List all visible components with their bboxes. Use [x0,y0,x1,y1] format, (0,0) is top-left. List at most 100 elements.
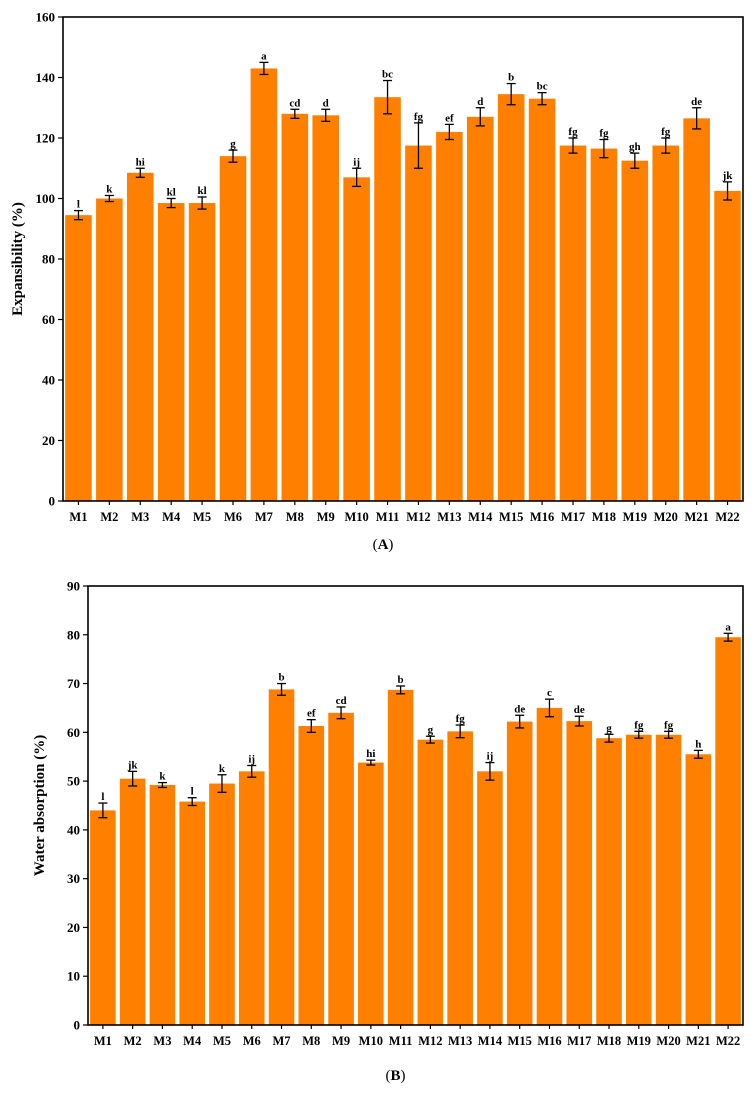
panel-b-error-bar-m8 [306,719,316,733]
panel-a-bar-m22 [714,190,741,501]
panel-b-bar-m18 [596,738,622,1025]
panel-a-x-tick-label-m22: M22 [715,510,739,524]
panel-a-error-bar-m21 [692,107,702,130]
panel-b-y-tick-label-70: 70 [67,676,80,691]
panel-a-error-bar-m7 [259,61,269,76]
panel-a-error-bar-m22 [723,181,733,201]
panel-a-bar-m13 [436,131,463,501]
panel-b-bar-m9 [328,712,354,1025]
panel-b-error-bar-m3 [157,781,167,789]
panel-a-error-bar-m4 [166,197,176,209]
panel-a-x-ticks: M1 M2 M3 M4 M5 M6 M7 M8 M9 M10 M11 M12 M13 M14 M15 M16 M… [69,501,740,524]
panel-b-significance-m3: k [159,771,166,783]
panel-b-error-bar-m6 [247,764,257,778]
panel-b-significance-m5: k [219,763,226,775]
panel-b-x-tick-label-m21: M21 [686,1034,710,1048]
panel-a-x-tick-label-m21: M21 [684,510,708,524]
panel-b-significance-m13: fg [456,713,466,725]
panel-b-y-tick-label-20: 20 [67,920,80,935]
panel-a-significance-m17: fg [568,126,578,138]
panel-b-y-tick-label-90: 90 [67,579,80,594]
panel-a-x-tick-label-m1: M1 [69,510,87,524]
panel-a-error-bar-m12 [413,122,423,169]
panel-a-y-tick-label-60: 60 [42,312,55,327]
panel-b-error-bar-m15 [515,714,525,729]
panel-a-error-bar-m8 [290,108,300,119]
panel-b-error-bar-m11 [396,685,406,695]
panel-b-y-tick-label-60: 60 [67,725,80,740]
panel-a-error-bar-m11 [383,79,393,115]
panel-b-x-tick-label-m10: M10 [359,1034,383,1048]
panel-b-error-bar-m14 [485,761,495,781]
panel-b-significance-m7: b [278,672,284,684]
panel-a-error-bars [73,61,733,221]
panel-b-x-tick-label-m19: M19 [627,1034,651,1048]
panel-a-bar-m10 [343,177,370,501]
panel-a-x-tick-label-m3: M3 [131,510,149,524]
panel-b-error-bar-m7 [277,682,287,696]
panel-b-bar-m19 [625,734,652,1025]
panel-a-significance-m1: l [77,199,80,211]
panel-a-significance-m18: fg [599,128,609,140]
panel-b-x-tick-label-m9: M9 [332,1034,350,1048]
panel-a-significance-m15: b [508,72,514,84]
panel-b-bar-m22 [715,637,741,1025]
panel-a-x-tick-label-m13: M13 [437,510,461,524]
panel-b-bar-m21 [685,754,712,1025]
panel-a-significance-m5: kl [197,185,206,197]
panel-a-error-bar-m9 [321,108,331,123]
panel-a-bar-m5 [188,203,216,501]
panel-b-x-tick-label-m7: M7 [272,1034,290,1048]
panel-a-label: A [378,537,389,553]
panel-a-significance-m11: bc [382,69,393,81]
panel-a-error-bar-m5 [197,196,207,210]
panel-b-error-bar-m2 [128,770,138,787]
panel-a-bar-m15 [497,94,525,501]
panel-b-x-tick-label-m11: M11 [389,1034,413,1048]
panel-b-significance-m21: h [695,738,701,750]
panel-b-significance-m20: fg [664,719,674,731]
panel-b-error-bar-m1 [98,802,108,819]
panel-a-y-ticks: 0 20 40 60 80 100 120 140 160 [36,10,63,509]
panel-b-bars [90,637,741,1025]
panel-b-x-tick-label-m3: M3 [153,1034,171,1048]
panel-b-significance-m1: l [101,791,104,803]
panel-b-significance-m15: de [514,703,525,715]
panel-b-x-tick-label-m18: M18 [597,1034,621,1048]
panel-a-x-tick-label-m14: M14 [468,510,493,524]
panel-b-x-tick-label-m6: M6 [243,1034,261,1048]
panel-a-error-bar-m17 [568,137,578,154]
panel-a-bar-m4 [157,203,185,501]
panel-a-x-tick-label-m5: M5 [193,510,211,524]
panel-a-y-tick-label-80: 80 [42,252,55,267]
panel-b-error-bar-m18 [604,733,614,743]
panel-b-chart: l jk k l k ij b ef cd hi b g fg ij de c de g fg fg h a 0 10 20 3… [32,579,744,1084]
panel-b-error-bar-m19 [634,730,644,739]
panel-a-bar-m6 [219,156,247,501]
panel-b-bar-m11 [387,689,414,1025]
panel-a-error-bar-m15 [506,82,516,106]
panel-a-bar-m20 [652,145,680,501]
panel-b-y-tick-label-10: 10 [67,969,80,984]
panel-a-error-bar-m13 [444,123,454,141]
panel-b-x-tick-label-m20: M20 [656,1034,680,1048]
panel-a-x-tick-label-m10: M10 [344,510,368,524]
panel-b-bar-m10 [358,762,384,1025]
panel-b-x-tick-label-m4: M4 [183,1034,202,1048]
panel-b-x-tick-label-m14: M14 [478,1034,503,1048]
panel-a-significance-m12: fg [414,111,424,123]
panel-b-error-bar-m9 [336,706,346,720]
panel-a-x-tick-label-m16: M16 [530,510,554,524]
panel-b-error-bar-m12 [425,735,435,744]
panel-a-y-tick-label-40: 40 [42,373,55,388]
panel-a-bar-m17 [559,145,587,501]
panel-b-bar-m4 [179,801,206,1025]
panel-a-bar-m2 [96,198,123,501]
panel-b-bar-m8 [298,725,325,1025]
panel-a-significance-m13: ef [445,112,454,124]
panel-a-significance-m21: de [691,96,702,108]
panel-b-significance-m6: ij [248,754,255,766]
panel-b-x-tick-label-m8: M8 [302,1034,320,1048]
panel-b-significance-m11: b [398,674,404,686]
